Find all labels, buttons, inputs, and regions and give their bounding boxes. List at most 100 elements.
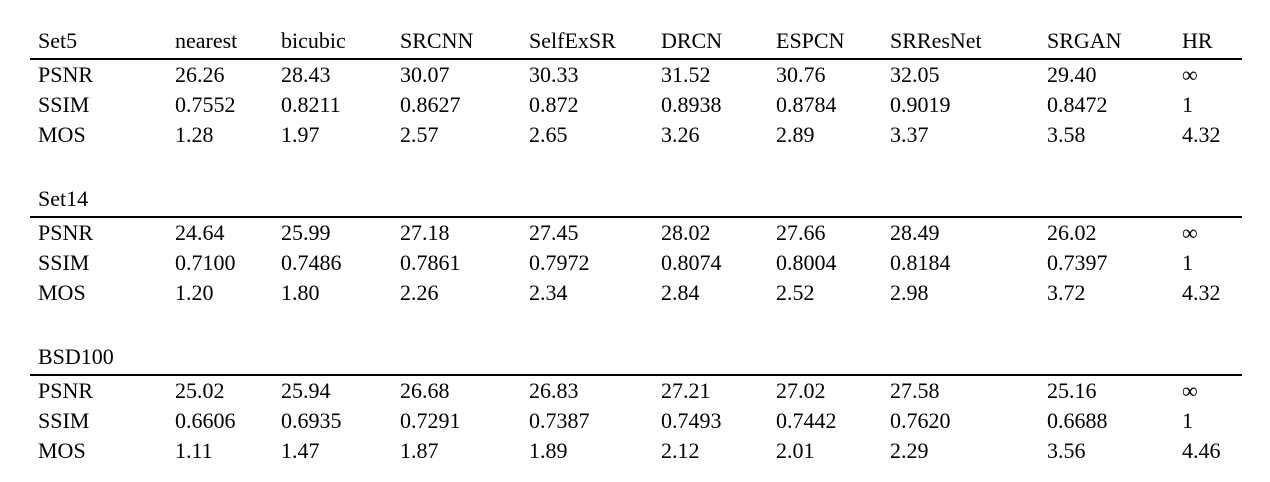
value-cell: 3.56 [1047, 438, 1086, 463]
metric-row-ssim: SSIM 0.7100 0.7486 0.7861 0.7972 0.8074 0.8004… [30, 248, 1242, 278]
section-title: BSD100 [30, 334, 1242, 376]
value-cell: 30.33 [529, 62, 579, 87]
metric-row-psnr: PSNR 24.64 25.99 27.18 27.45 28.02 27.66 28.49 2… [30, 217, 1242, 248]
method-column-header: nearest [167, 18, 273, 60]
section-spacer [30, 150, 1242, 176]
value-cell: 3.58 [1047, 122, 1086, 147]
value-cell: 0.7291 [400, 408, 461, 433]
value-cell: ∞ [1182, 220, 1198, 245]
metric-row-psnr: PSNR 25.02 25.94 26.68 26.83 27.21 27.02 27.58 2… [30, 375, 1242, 406]
value-cell: 4.32 [1182, 122, 1221, 147]
value-cell: 26.26 [175, 62, 225, 87]
results-table: Set5 nearest bicubic SRCNN SelfExSR DRCN ESPCN… [30, 18, 1242, 466]
method-column-header: SRGAN [1039, 18, 1174, 60]
value-cell: 1.89 [529, 438, 568, 463]
section-spacer [30, 308, 1242, 334]
section-set5: Set5 nearest bicubic SRCNN SelfExSR DRCN ESPCN… [30, 18, 1242, 150]
value-cell: 32.05 [890, 62, 940, 87]
metric-label: MOS [38, 280, 86, 305]
value-cell: 1 [1182, 92, 1193, 117]
section-set14: Set14 PSNR 24.64 25.99 27.18 27.45 28.02 27.66 2… [30, 150, 1242, 308]
value-cell: 0.8627 [400, 92, 461, 117]
value-cell: 0.8784 [776, 92, 837, 117]
value-cell: 0.7397 [1047, 250, 1108, 275]
method-column-header: bicubic [273, 18, 392, 60]
value-cell: 0.7100 [175, 250, 236, 275]
value-cell: 25.94 [281, 378, 331, 403]
section-title: Set14 [30, 176, 1242, 218]
value-cell: 2.01 [776, 438, 815, 463]
value-cell: 27.02 [776, 378, 826, 403]
method-column-header: SelfExSR [521, 18, 653, 60]
benchmark-table-container: Set5 nearest bicubic SRCNN SelfExSR DRCN ESPCN… [30, 18, 1242, 466]
metric-label: PSNR [38, 62, 94, 87]
value-cell: 1 [1182, 408, 1193, 433]
value-cell: 2.34 [529, 280, 568, 305]
value-cell: 0.7486 [281, 250, 342, 275]
value-cell: 0.7387 [529, 408, 590, 433]
value-cell: 3.72 [1047, 280, 1086, 305]
section-header-row: Set5 nearest bicubic SRCNN SelfExSR DRCN ESPCN… [30, 18, 1242, 60]
value-cell: 0.7861 [400, 250, 461, 275]
value-cell: 26.83 [529, 378, 579, 403]
value-cell: 2.84 [661, 280, 700, 305]
value-cell: 4.32 [1182, 280, 1221, 305]
value-cell: 25.16 [1047, 378, 1097, 403]
value-cell: 1.28 [175, 122, 214, 147]
method-column-header: HR [1174, 18, 1242, 60]
value-cell: 0.8004 [776, 250, 837, 275]
metric-label: SSIM [38, 408, 90, 433]
value-cell: 28.49 [890, 220, 940, 245]
value-cell: 2.26 [400, 280, 439, 305]
value-cell: 27.66 [776, 220, 826, 245]
value-cell: 0.7620 [890, 408, 951, 433]
metric-row-mos: MOS 1.11 1.47 1.87 1.89 2.12 2.01 2.29 3.56 4.46 [30, 436, 1242, 466]
metric-label: MOS [38, 122, 86, 147]
value-cell: 25.99 [281, 220, 331, 245]
value-cell: 2.57 [400, 122, 439, 147]
value-cell: 24.64 [175, 220, 225, 245]
value-cell: 0.7972 [529, 250, 590, 275]
value-cell: 27.45 [529, 220, 579, 245]
value-cell: 4.46 [1182, 438, 1221, 463]
value-cell: 28.02 [661, 220, 711, 245]
value-cell: 30.07 [400, 62, 450, 87]
value-cell: 2.29 [890, 438, 929, 463]
value-cell: 0.7493 [661, 408, 722, 433]
value-cell: 0.8472 [1047, 92, 1108, 117]
method-column-header: DRCN [653, 18, 768, 60]
value-cell: 2.89 [776, 122, 815, 147]
value-cell: 29.40 [1047, 62, 1097, 87]
value-cell: 0.7442 [776, 408, 837, 433]
value-cell: 1.11 [175, 438, 213, 463]
value-cell: ∞ [1182, 378, 1198, 403]
value-cell: 0.9019 [890, 92, 951, 117]
value-cell: 1.47 [281, 438, 320, 463]
value-cell: 3.26 [661, 122, 700, 147]
metric-label: PSNR [38, 378, 94, 403]
value-cell: 27.21 [661, 378, 711, 403]
value-cell: 0.6935 [281, 408, 342, 433]
value-cell: 0.872 [529, 92, 579, 117]
method-column-header: ESPCN [768, 18, 882, 60]
value-cell: 30.76 [776, 62, 826, 87]
value-cell: 31.52 [661, 62, 711, 87]
metric-row-psnr: PSNR 26.26 28.43 30.07 30.33 31.52 30.76 32.05 2… [30, 59, 1242, 90]
spacer-cell [30, 308, 1242, 334]
value-cell: 1.20 [175, 280, 214, 305]
metric-label: SSIM [38, 92, 90, 117]
value-cell: 1.97 [281, 122, 320, 147]
value-cell: 26.68 [400, 378, 450, 403]
metric-row-ssim: SSIM 0.6606 0.6935 0.7291 0.7387 0.7493 0.7442… [30, 406, 1242, 436]
metric-label: MOS [38, 438, 86, 463]
metric-label: SSIM [38, 250, 90, 275]
value-cell: 26.02 [1047, 220, 1097, 245]
value-cell: 25.02 [175, 378, 225, 403]
value-cell: 1.80 [281, 280, 320, 305]
value-cell: 0.8184 [890, 250, 951, 275]
value-cell: 2.98 [890, 280, 929, 305]
value-cell: 2.52 [776, 280, 815, 305]
value-cell: 0.7552 [175, 92, 236, 117]
value-cell: ∞ [1182, 62, 1198, 87]
